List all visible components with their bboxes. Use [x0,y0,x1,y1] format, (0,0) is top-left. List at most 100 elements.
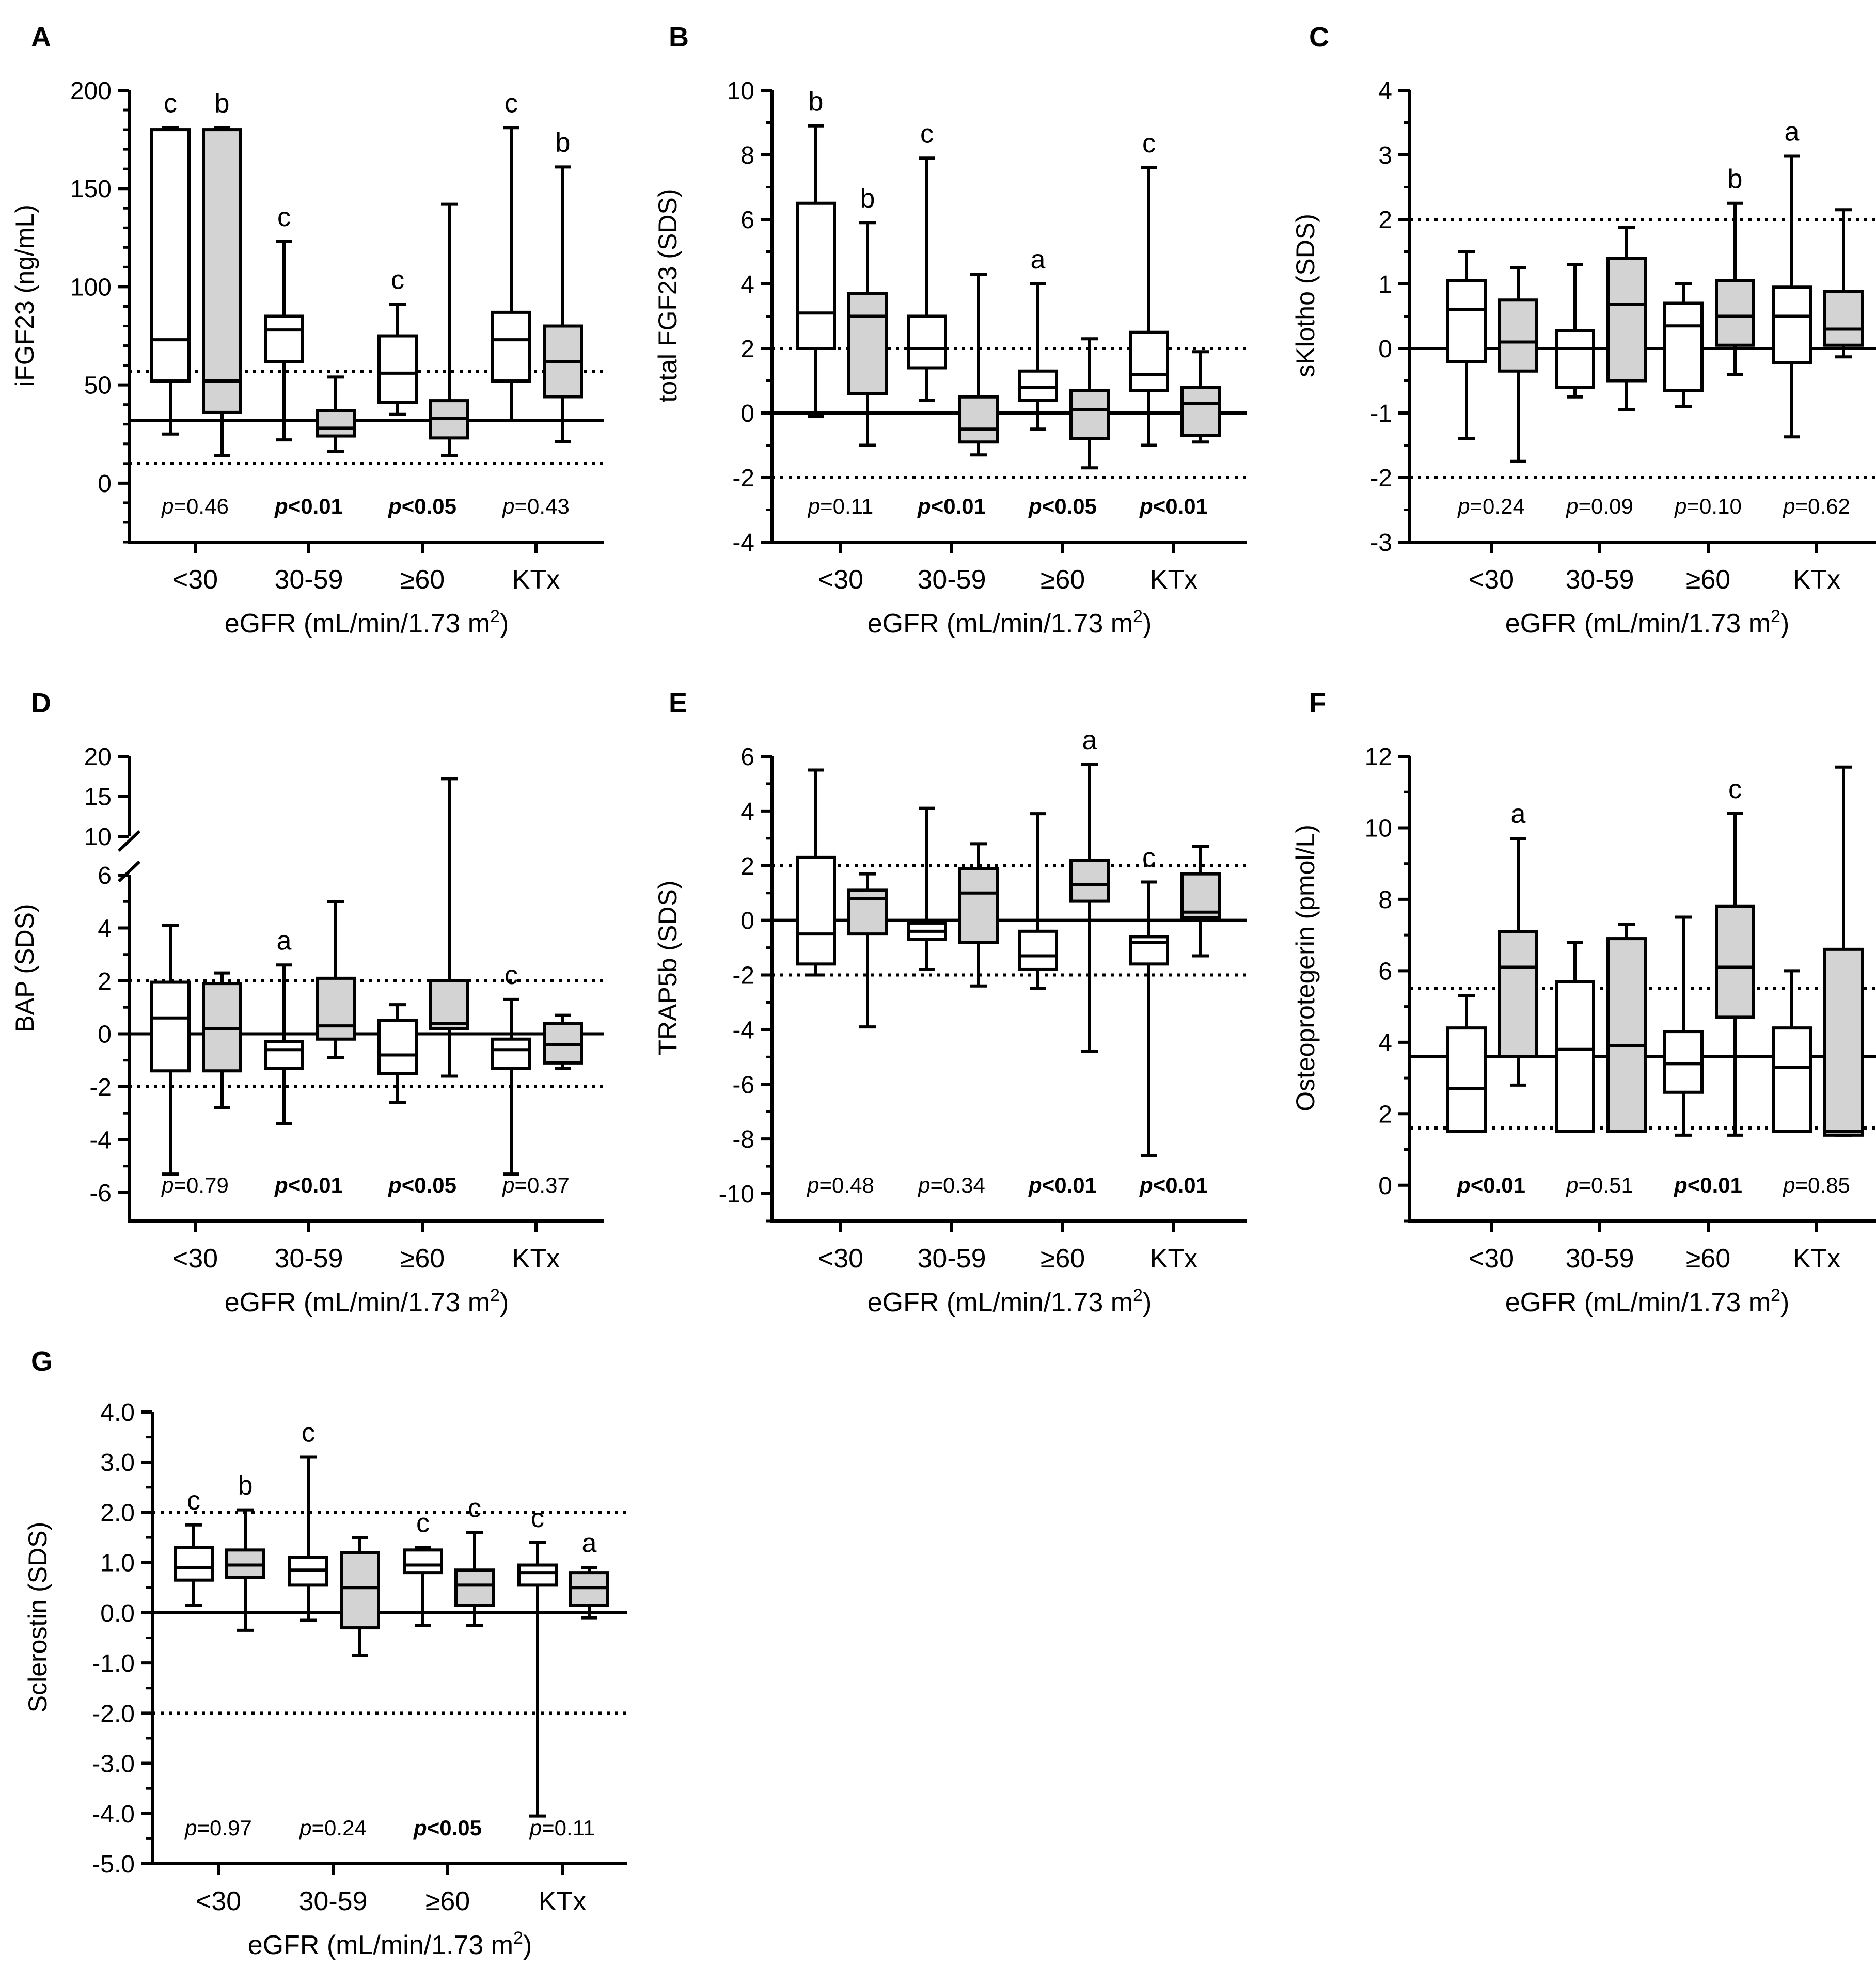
y-tick-label: 6 [740,743,754,771]
p-value: p<0.05 [1028,494,1097,518]
y-tick-label: -2 [732,465,754,492]
p-value-symbol: p [1565,494,1578,518]
box-gray-4 [1180,350,1221,444]
box-white-1 [796,768,836,977]
significance-letter: c [920,119,934,149]
p-value-symbol: p [1028,1173,1042,1197]
y-tick-label: -4 [732,529,754,557]
x-axis-label-superscript: 2 [490,607,500,626]
box-white-4: c [491,88,531,422]
p-value: p=0.48 [806,1173,874,1197]
x-tick-label: ≥60 [1686,1244,1730,1274]
box-white-2: c [264,202,304,442]
box-iqr [796,201,836,350]
p-value: p<0.01 [917,494,986,518]
x-axis-label-text: eGFR (mL/min/1.73 m [225,1288,490,1318]
significance-letter: c [505,88,518,118]
x-tick-label: ≥60 [1041,565,1085,595]
y-tick-label: -3.0 [92,1751,135,1778]
p-value-number: =0.11 [820,494,873,518]
p-value-symbol: p [1782,494,1795,518]
y-tick-label: 0 [1378,1172,1392,1200]
y-tick-label: 0 [98,1021,112,1049]
box-gray-4: a [569,1528,609,1620]
box-white-3 [1663,915,1704,1137]
x-tick-label: ≥60 [1041,1244,1085,1274]
x-axis-label-superscript: 2 [513,1928,523,1948]
x-tick-label: <30 [196,1886,241,1916]
p-value: p=0.62 [1782,494,1850,518]
panel-letter: G [31,1346,53,1377]
p-value-symbol: p [1674,1173,1688,1197]
p-value-symbol: p [1782,1173,1795,1197]
y-tick-label: -2.0 [92,1700,135,1727]
y-tick-label: -4.0 [92,1801,135,1828]
x-axis-label-text: eGFR (mL/min/1.73 m [248,1930,513,1960]
p-value-symbol: p [388,1173,402,1197]
p-value-number: <0.01 [1688,1173,1742,1197]
significance-letter: c [416,1509,430,1538]
box-gray-4 [1823,765,1864,1137]
box-white-1: b [796,87,836,418]
x-tick-label: KTx [1150,565,1197,595]
significance-letter: a [277,926,292,956]
y-tick-label: 8 [1378,886,1392,914]
y-tick-label: -2 [1370,465,1392,492]
p-value-number: <0.01 [288,1173,343,1197]
box-iqr [1772,285,1812,364]
p-value-number: =0.51 [1579,1173,1633,1197]
x-axis-label-close: ) [1780,609,1789,639]
x-axis-label-superscript: 2 [490,1285,500,1305]
p-value: p=0.37 [501,1173,570,1197]
p-value: p=0.09 [1565,494,1633,518]
y-tick-label: -8 [732,1126,754,1153]
p-value-symbol: p [388,494,402,518]
box-white-3: a [1018,245,1058,431]
box-gray-3: c [454,1493,495,1627]
y-tick-label: 2.0 [100,1499,135,1527]
p-value-number: =0.97 [197,1816,252,1840]
y-tick-label: -6 [89,1180,112,1207]
y-tick-label: 4 [1378,1029,1392,1057]
y-axis-label: TRAP5b (SDS) [653,881,682,1056]
x-tick-label: KTx [1150,1244,1197,1274]
y-tick-label: -3 [1370,529,1392,557]
box-gray-3: a [1069,725,1110,1053]
box-iqr [264,1040,304,1070]
x-axis-label-close: ) [1780,1288,1789,1318]
p-value: p=0.97 [184,1816,252,1840]
box-iqr [1606,937,1647,1133]
panel-b: B -4 -2 0 2 4 6 8 10 total FGF23 (SDS) <30 30-59 ≥60… [653,22,1247,639]
box-iqr [403,1548,443,1575]
p-value-number: =0.48 [819,1173,874,1197]
significance-letter: a [582,1528,597,1558]
y-tick-label: 6 [1378,958,1392,985]
box-white-1 [150,924,191,1176]
x-axis-label-text: eGFR (mL/min/1.73 m [1505,609,1771,639]
box-iqr [1663,301,1704,392]
box-white-4: c [1129,843,1169,1157]
box-iqr [1663,1030,1704,1094]
y-tick-label: -1.0 [92,1650,135,1677]
panel-c: C -3 -2 -1 0 1 2 3 4 sKlotho (SDS) <30 30-59 ≥60 KTxe… [1291,22,1876,639]
box-iqr [1498,930,1538,1058]
p-value-symbol: p [1028,494,1042,518]
x-tick-label: <30 [172,565,218,595]
y-tick-label: 20 [84,743,112,771]
p-value: p=0.11 [807,494,874,518]
panel-d: D -6 -4 -2 0 2 4 6 10 15 20 BAP (SDS) <30 30-59 ≥60 KTx… [10,688,604,1318]
x-tick-label: ≥60 [425,1886,470,1916]
y-tick-label: 1 [1378,271,1392,298]
box-white-4: c [517,1503,558,1818]
p-value-symbol: p [1139,494,1153,518]
y-tick-label: 4 [740,271,754,298]
box-iqr [958,867,999,944]
y-tick-label: -1 [1370,400,1392,427]
box-gray-4: b [543,128,583,443]
box-iqr [429,979,469,1030]
y-tick-label: 100 [70,274,112,301]
p-value-symbol: p [274,1173,288,1197]
p-value: p<0.01 [274,494,343,518]
y-tick-label: 50 [84,372,112,400]
box-iqr [491,310,531,383]
